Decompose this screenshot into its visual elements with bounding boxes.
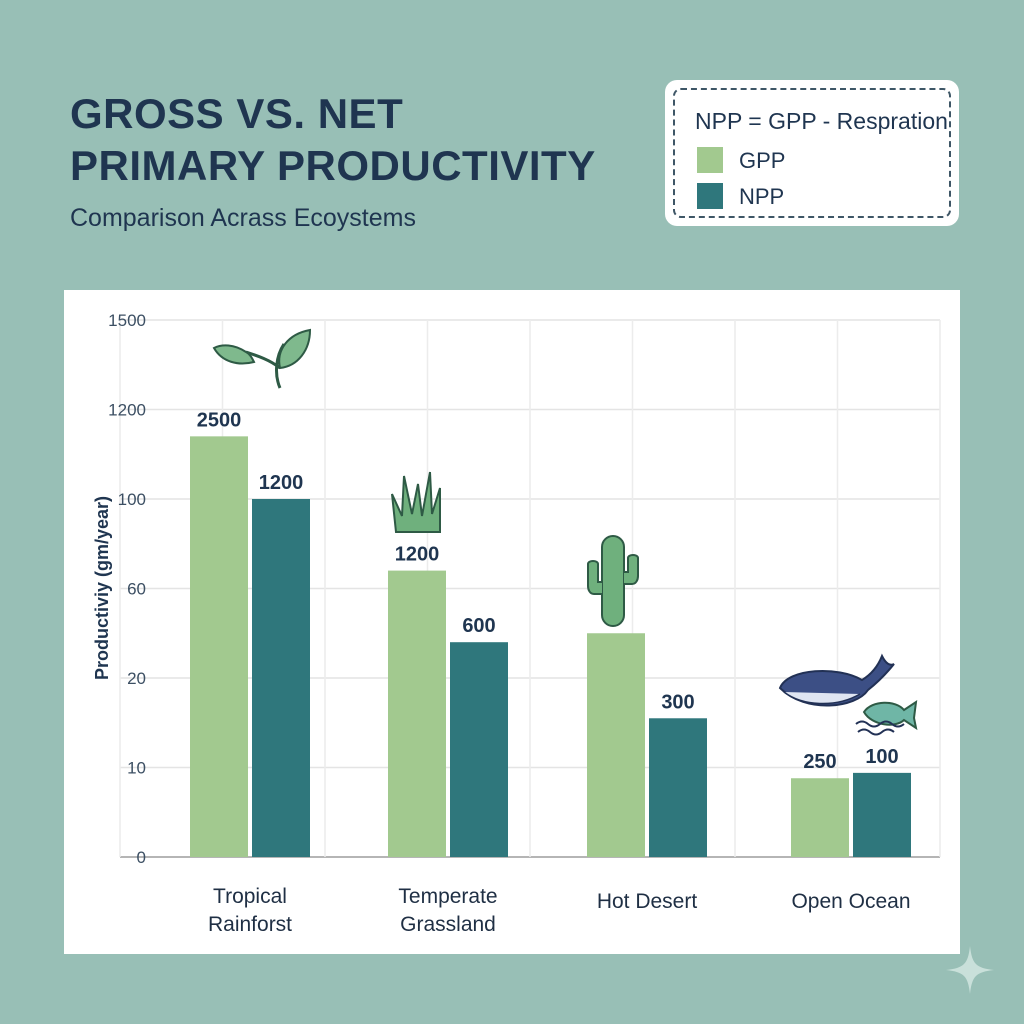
data-label: 300 (661, 691, 694, 713)
title-line-1: GROSS VS. NET (70, 90, 404, 137)
bar-npp (649, 718, 707, 857)
y-tick-label: 100 (118, 490, 146, 509)
whale-icon (778, 653, 895, 707)
y-tick-label: 0 (137, 848, 146, 867)
y-tick-label: 60 (127, 580, 146, 599)
bar-gpp (190, 436, 248, 857)
y-tick-label: 20 (127, 669, 146, 688)
legend: NPP = GPP - Respration GPP NPP (665, 80, 959, 226)
data-labels: 2500 1200 1200 600 300 250 100 (197, 409, 899, 773)
grass-icon (391, 471, 441, 533)
legend-label-npp: NPP (739, 184, 785, 209)
legend-swatch-gpp (697, 147, 723, 173)
x-axis: Tropical Rainforst Temperate Grassland Hot D… (208, 885, 911, 936)
y-axis-title: Productiviy (gm/year) (92, 496, 112, 680)
bar-npp (450, 642, 508, 857)
chart-panel: 1500 1200 100 60 20 10 0 Productiviy (gm/year) … (64, 290, 960, 954)
x-tick-label: Temperate (398, 885, 497, 908)
data-label: 250 (803, 751, 836, 773)
y-tick-label: 1500 (108, 311, 146, 330)
bar-gpp (791, 778, 849, 857)
data-label: 1200 (259, 472, 304, 494)
chart-subtitle: Comparison Acrass Ecoystems (70, 204, 416, 232)
y-tick-label: 10 (127, 759, 146, 778)
data-label: 1200 (395, 544, 440, 566)
legend-border: NPP = GPP - Respration GPP NPP (673, 88, 951, 218)
bar-npp (252, 499, 310, 857)
x-tick-label: Tropical (213, 885, 287, 908)
x-tick-label: Grassland (400, 913, 496, 936)
fish-icon (855, 699, 918, 736)
bar-gpp (587, 633, 645, 857)
data-label: 600 (462, 615, 495, 637)
sparkle-icon (946, 946, 994, 994)
data-label: 2500 (197, 409, 242, 431)
bar-gpp (388, 570, 446, 857)
bar-npp (853, 772, 911, 857)
plant-icon (212, 328, 312, 389)
bars (190, 436, 911, 857)
x-tick-label: Open Ocean (791, 890, 910, 913)
y-tick-label: 1200 (108, 401, 146, 420)
ecosystem-icons (212, 328, 918, 736)
data-label: 100 (865, 746, 898, 768)
chart-title: GROSS VS. NET PRIMARY PRODUCTIVITY (70, 88, 596, 192)
legend-label-gpp: GPP (739, 148, 786, 173)
x-tick-label: Hot Desert (597, 890, 698, 913)
x-tick-label: Rainforst (208, 913, 292, 936)
cactus-icon (587, 535, 639, 627)
legend-swatch-npp (697, 183, 723, 209)
title-line-2: PRIMARY PRODUCTIVITY (70, 142, 596, 189)
legend-formula: NPP = GPP - Respration (695, 108, 948, 134)
